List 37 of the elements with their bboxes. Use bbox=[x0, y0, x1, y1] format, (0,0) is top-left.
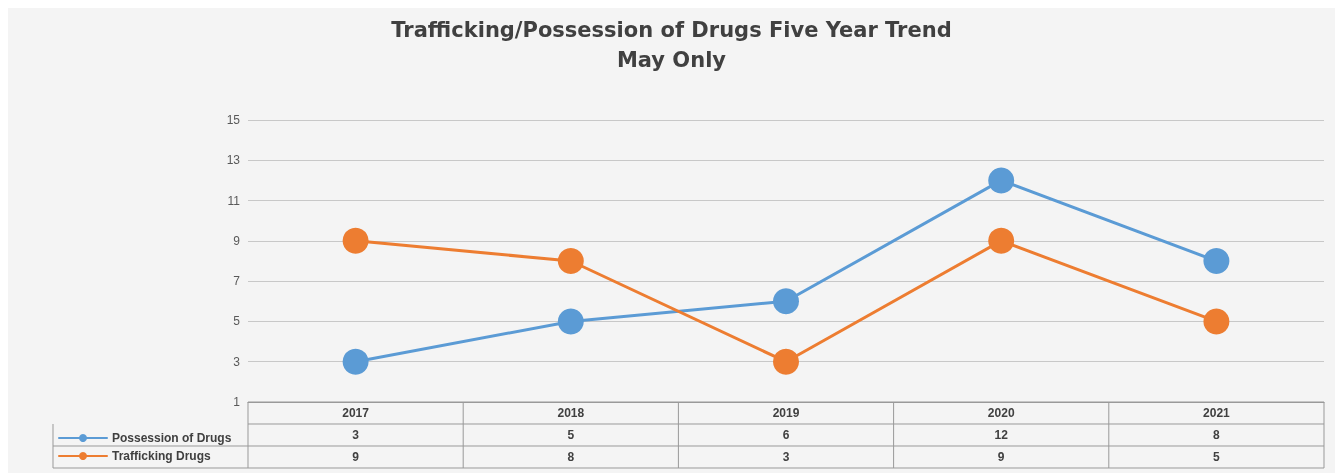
point bbox=[342, 348, 369, 375]
x-tick-label: 2019 bbox=[772, 406, 800, 420]
point bbox=[1203, 248, 1230, 274]
x-tick-label: 2017 bbox=[342, 406, 370, 420]
data-label: 3 bbox=[782, 450, 790, 464]
y-tick-label: 9 bbox=[233, 233, 241, 248]
data-label: 8 bbox=[567, 450, 575, 464]
data-label: 6 bbox=[782, 428, 790, 442]
data-label: 9 bbox=[997, 450, 1005, 464]
y-tick-label: 7 bbox=[233, 274, 241, 289]
legend-label: Possession of Drugs bbox=[112, 431, 232, 445]
point bbox=[342, 227, 369, 254]
x-tick-label: 2020 bbox=[987, 406, 1015, 420]
point bbox=[773, 348, 799, 375]
point bbox=[988, 227, 1015, 254]
y-tick-label: 13 bbox=[226, 153, 241, 168]
y-tick-label: 15 bbox=[226, 113, 241, 127]
x-tick-label: 2021 bbox=[1203, 406, 1231, 420]
x-tick-label: 2018 bbox=[557, 406, 585, 420]
point bbox=[557, 308, 584, 335]
point bbox=[773, 288, 799, 315]
point bbox=[988, 167, 1015, 194]
y-tick-label: 3 bbox=[233, 354, 241, 369]
data-label: 12 bbox=[994, 428, 1009, 442]
point bbox=[557, 248, 584, 274]
legend-label: Trafficking Drugs bbox=[112, 449, 212, 463]
y-tick-label: 5 bbox=[233, 314, 241, 329]
point bbox=[1203, 308, 1230, 335]
y-tick-label: 11 bbox=[227, 193, 241, 208]
data-label: 5 bbox=[567, 428, 575, 442]
data-label: 8 bbox=[1213, 428, 1221, 442]
data-label: 9 bbox=[352, 450, 360, 464]
y-tick-label: 1 bbox=[233, 395, 241, 409]
chart-title: Trafficking/Possession of Drugs Five Year Trend bbox=[391, 17, 952, 42]
data-label: 5 bbox=[1213, 450, 1221, 464]
chart-subtitle: May Only bbox=[616, 47, 727, 72]
data-label: 3 bbox=[352, 428, 360, 442]
